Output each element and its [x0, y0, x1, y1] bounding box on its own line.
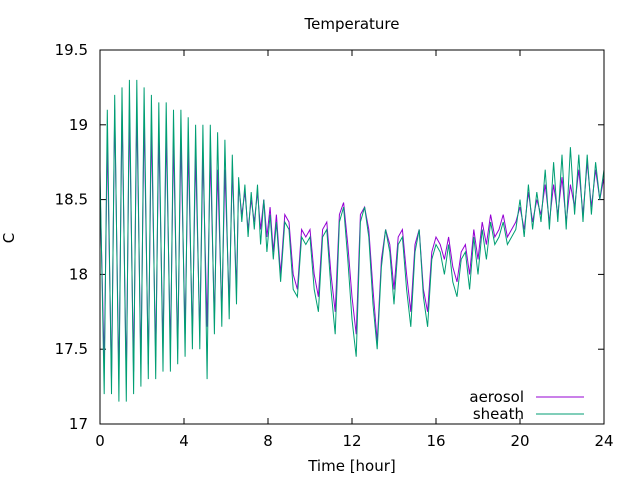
legend-label-sheath: sheath	[473, 405, 524, 423]
x-tick-label: 0	[95, 432, 105, 450]
x-tick-label: 8	[263, 432, 273, 450]
plot-frame	[99, 49, 605, 425]
y-tick-label: 18.5	[55, 191, 88, 209]
chart-title: Temperature	[303, 15, 399, 33]
series-line-sheath	[99, 79, 605, 402]
y-tick-label: 17	[69, 415, 88, 433]
y-tick-label: 17.5	[55, 340, 88, 358]
y-tick-label: 19	[69, 116, 88, 134]
x-tick-label: 16	[426, 432, 445, 450]
x-axis-label: Time [hour]	[307, 457, 396, 475]
y-tick-label: 18	[69, 265, 88, 283]
legend-label-aerosol: aerosol	[469, 388, 524, 406]
y-axis-label: C	[0, 233, 18, 243]
axis-ticks: 0 4 8 12 16 20 24 17 17.5 18 18.5 19 19.5	[55, 41, 614, 450]
plot-area	[99, 79, 605, 402]
x-tick-label: 12	[342, 432, 361, 450]
x-tick-label: 24	[594, 432, 613, 450]
x-tick-label: 20	[510, 432, 529, 450]
y-tick-label: 19.5	[55, 41, 88, 59]
x-tick-label: 4	[179, 432, 189, 450]
